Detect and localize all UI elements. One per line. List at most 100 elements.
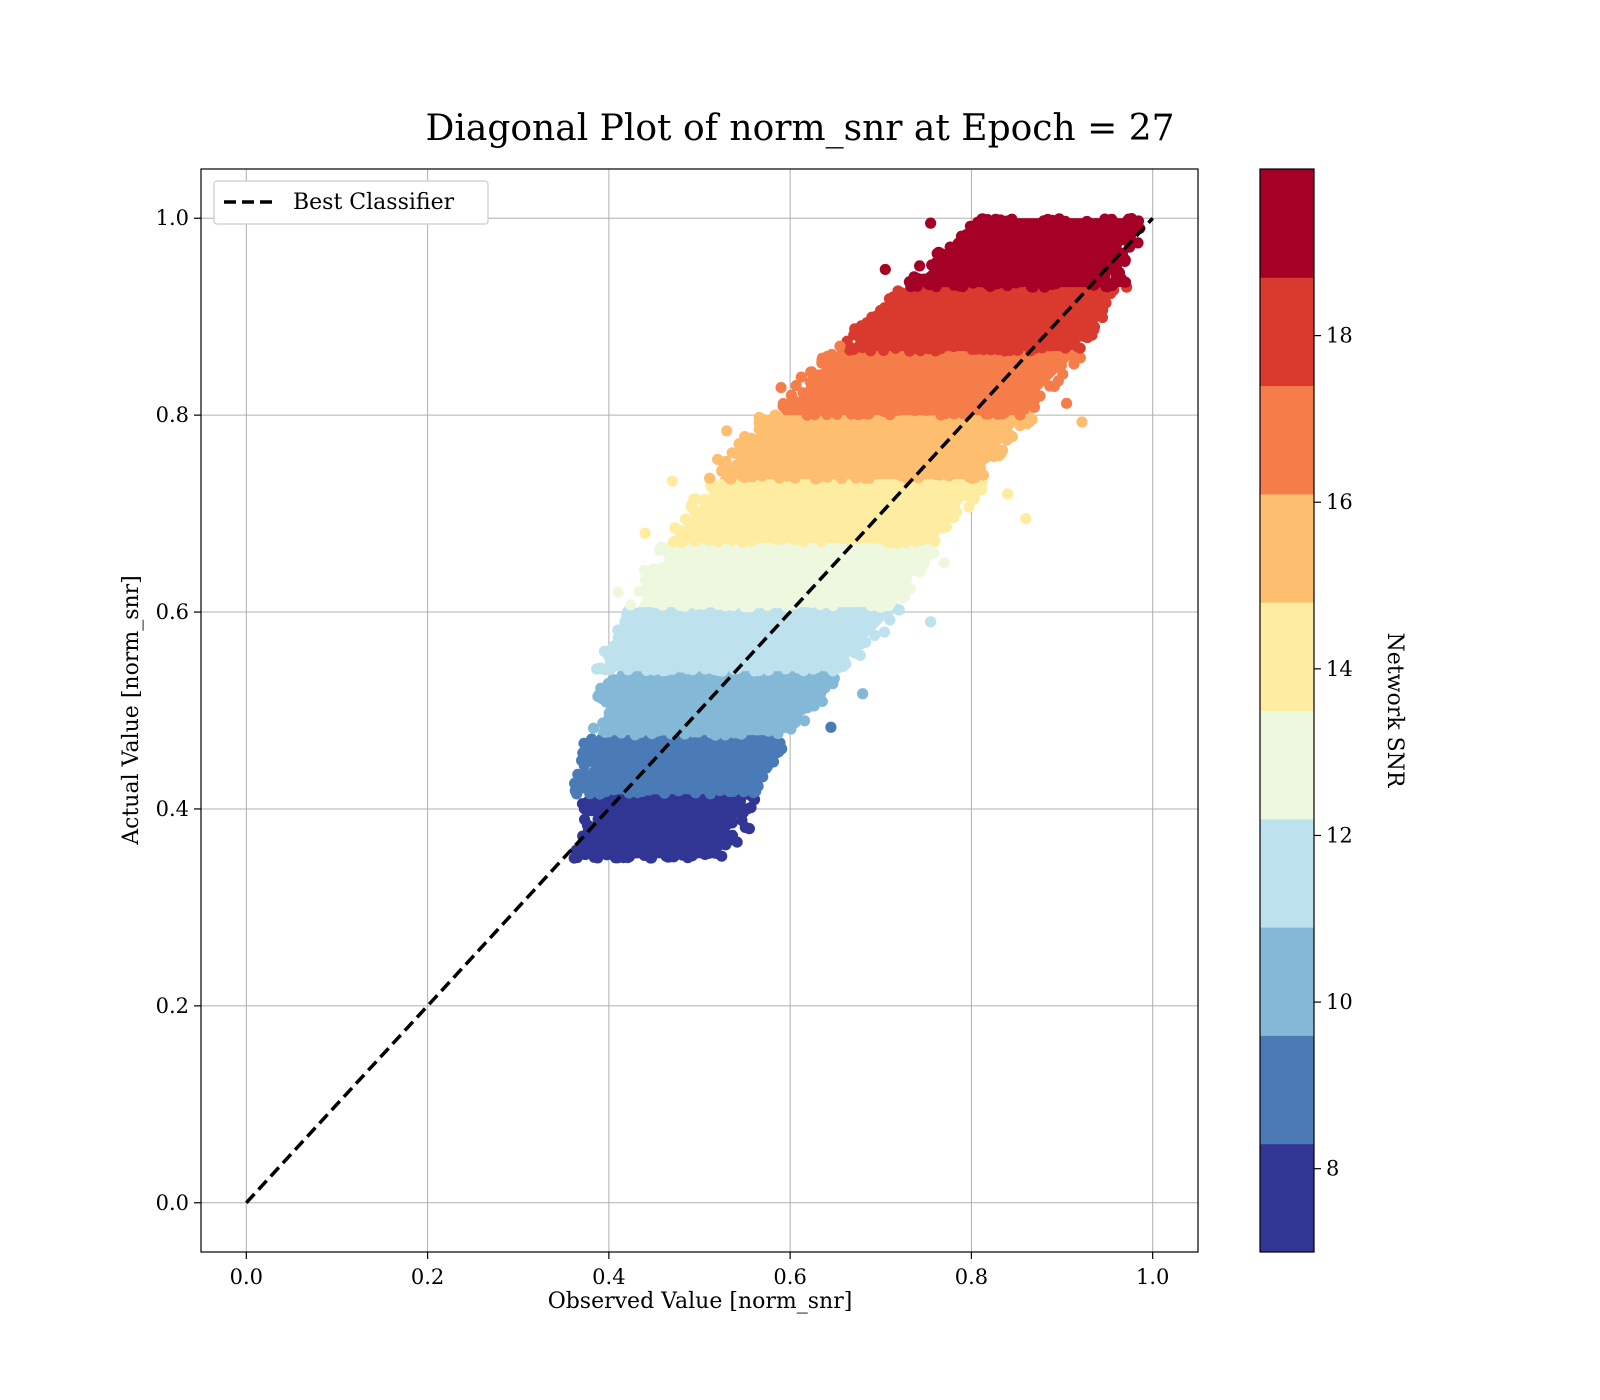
- y-axis-ticks: 0.0 0.2 0.4 0.6 0.8 1.0: [156, 206, 201, 1215]
- data-point: [579, 768, 591, 781]
- outlier-point: [1074, 342, 1086, 354]
- x-tick-label: 0.8: [955, 1265, 988, 1289]
- data-point: [790, 380, 802, 392]
- x-tick-label: 0.4: [592, 1265, 625, 1289]
- data-point-cluster: [637, 543, 934, 608]
- data-point: [1074, 352, 1086, 364]
- data-point: [1096, 311, 1108, 324]
- x-axis-label: Observed Value [norm_snr]: [548, 1289, 853, 1314]
- data-point: [597, 693, 609, 705]
- colorbar-segment: [1260, 927, 1314, 1036]
- x-tick-label: 0.6: [773, 1265, 806, 1289]
- outlier-point: [938, 557, 950, 569]
- plot-frame: [200, 168, 1199, 1253]
- outlier-point: [834, 340, 846, 352]
- colorbar-segment: [1260, 493, 1314, 603]
- colorbar-label: Network SNR: [1382, 633, 1407, 789]
- outlier-point: [702, 847, 715, 859]
- data-point: [753, 417, 765, 429]
- data-point: [602, 678, 614, 690]
- data-point: [569, 777, 581, 790]
- colorbar-segment: [1260, 385, 1314, 495]
- data-point: [795, 371, 807, 383]
- data-point: [874, 305, 887, 317]
- data-point: [579, 813, 591, 826]
- colorbar-tick-label: 8: [1326, 1157, 1339, 1181]
- y-tick-label: 0.8: [156, 403, 189, 427]
- data-point: [869, 629, 881, 642]
- y-tick-label: 0.6: [156, 600, 189, 624]
- colorbar-segment: [1260, 602, 1314, 711]
- colorbar-tick-label: 12: [1326, 823, 1353, 847]
- colorbar-tick-label: 14: [1326, 657, 1353, 681]
- outlier-point: [639, 527, 651, 539]
- data-point: [897, 592, 909, 604]
- scatter-points: [568, 213, 1146, 864]
- y-tick-label: 1.0: [156, 206, 189, 230]
- colorbar-tick-label: 10: [1326, 990, 1353, 1014]
- data-point-cluster: [606, 607, 898, 672]
- outlier-point: [1076, 416, 1088, 428]
- outlier-point: [1119, 276, 1132, 288]
- legend-label: Best Classifier: [293, 190, 455, 215]
- outlier-point: [925, 616, 937, 628]
- data-point: [862, 318, 874, 330]
- outlier-point: [712, 453, 724, 466]
- outlier-point: [825, 721, 837, 733]
- data-point-cluster: [588, 794, 748, 859]
- data-point: [977, 469, 990, 481]
- x-tick-label: 0.0: [230, 1265, 263, 1289]
- legend: Best Classifier: [213, 180, 489, 225]
- data-point: [704, 472, 716, 484]
- colorbar-segment: [1260, 277, 1314, 387]
- data-point: [1026, 414, 1038, 426]
- data-point: [653, 544, 665, 556]
- data-point: [816, 695, 828, 708]
- outlier-point: [743, 823, 755, 835]
- data-point: [770, 747, 782, 759]
- colorbar-segment: [1260, 1035, 1314, 1145]
- data-point: [581, 752, 594, 764]
- data-point: [633, 585, 645, 598]
- y-tick-label: 0.2: [156, 994, 189, 1018]
- data-point: [816, 352, 829, 364]
- data-point: [933, 246, 945, 258]
- x-axis-ticks: 0.0 0.2 0.4 0.6 0.8 1.0: [230, 1252, 1169, 1289]
- outlier-point: [612, 586, 624, 598]
- data-point-cluster: [846, 287, 1115, 352]
- data-point: [639, 574, 651, 586]
- outlier-point: [766, 414, 778, 426]
- data-point: [587, 722, 600, 734]
- colorbar-segment: [1260, 1143, 1314, 1253]
- outlier-point: [666, 475, 678, 487]
- data-point: [914, 260, 926, 272]
- data-point: [887, 291, 899, 303]
- chart-title: Diagonal Plot of norm_snr at Epoch = 27: [425, 108, 1174, 149]
- data-point-cluster: [782, 351, 1079, 416]
- data-point: [736, 814, 748, 826]
- outlier-point: [775, 381, 787, 394]
- data-point: [903, 276, 916, 288]
- data-point-cluster: [588, 735, 780, 795]
- outlier-point: [1020, 512, 1032, 525]
- data-point: [878, 626, 891, 638]
- outlier-point: [857, 688, 869, 700]
- outlier-point: [925, 217, 937, 229]
- best-classifier-line-group: [245, 217, 1154, 1204]
- data-point: [1083, 325, 1095, 337]
- outlier-point: [721, 425, 733, 437]
- x-tick-label: 0.2: [411, 1265, 444, 1289]
- data-point: [731, 836, 743, 848]
- outlier-point: [1060, 397, 1073, 409]
- x-tick-label: 1.0: [1136, 1265, 1169, 1289]
- data-point: [582, 831, 594, 844]
- y-tick-label: 0.4: [156, 797, 189, 821]
- data-point: [591, 663, 603, 675]
- colorbar: [1260, 169, 1314, 1253]
- data-point: [638, 564, 651, 577]
- data-point: [785, 389, 798, 401]
- data-point: [754, 771, 766, 783]
- data-point: [806, 366, 818, 378]
- data-point: [976, 213, 988, 225]
